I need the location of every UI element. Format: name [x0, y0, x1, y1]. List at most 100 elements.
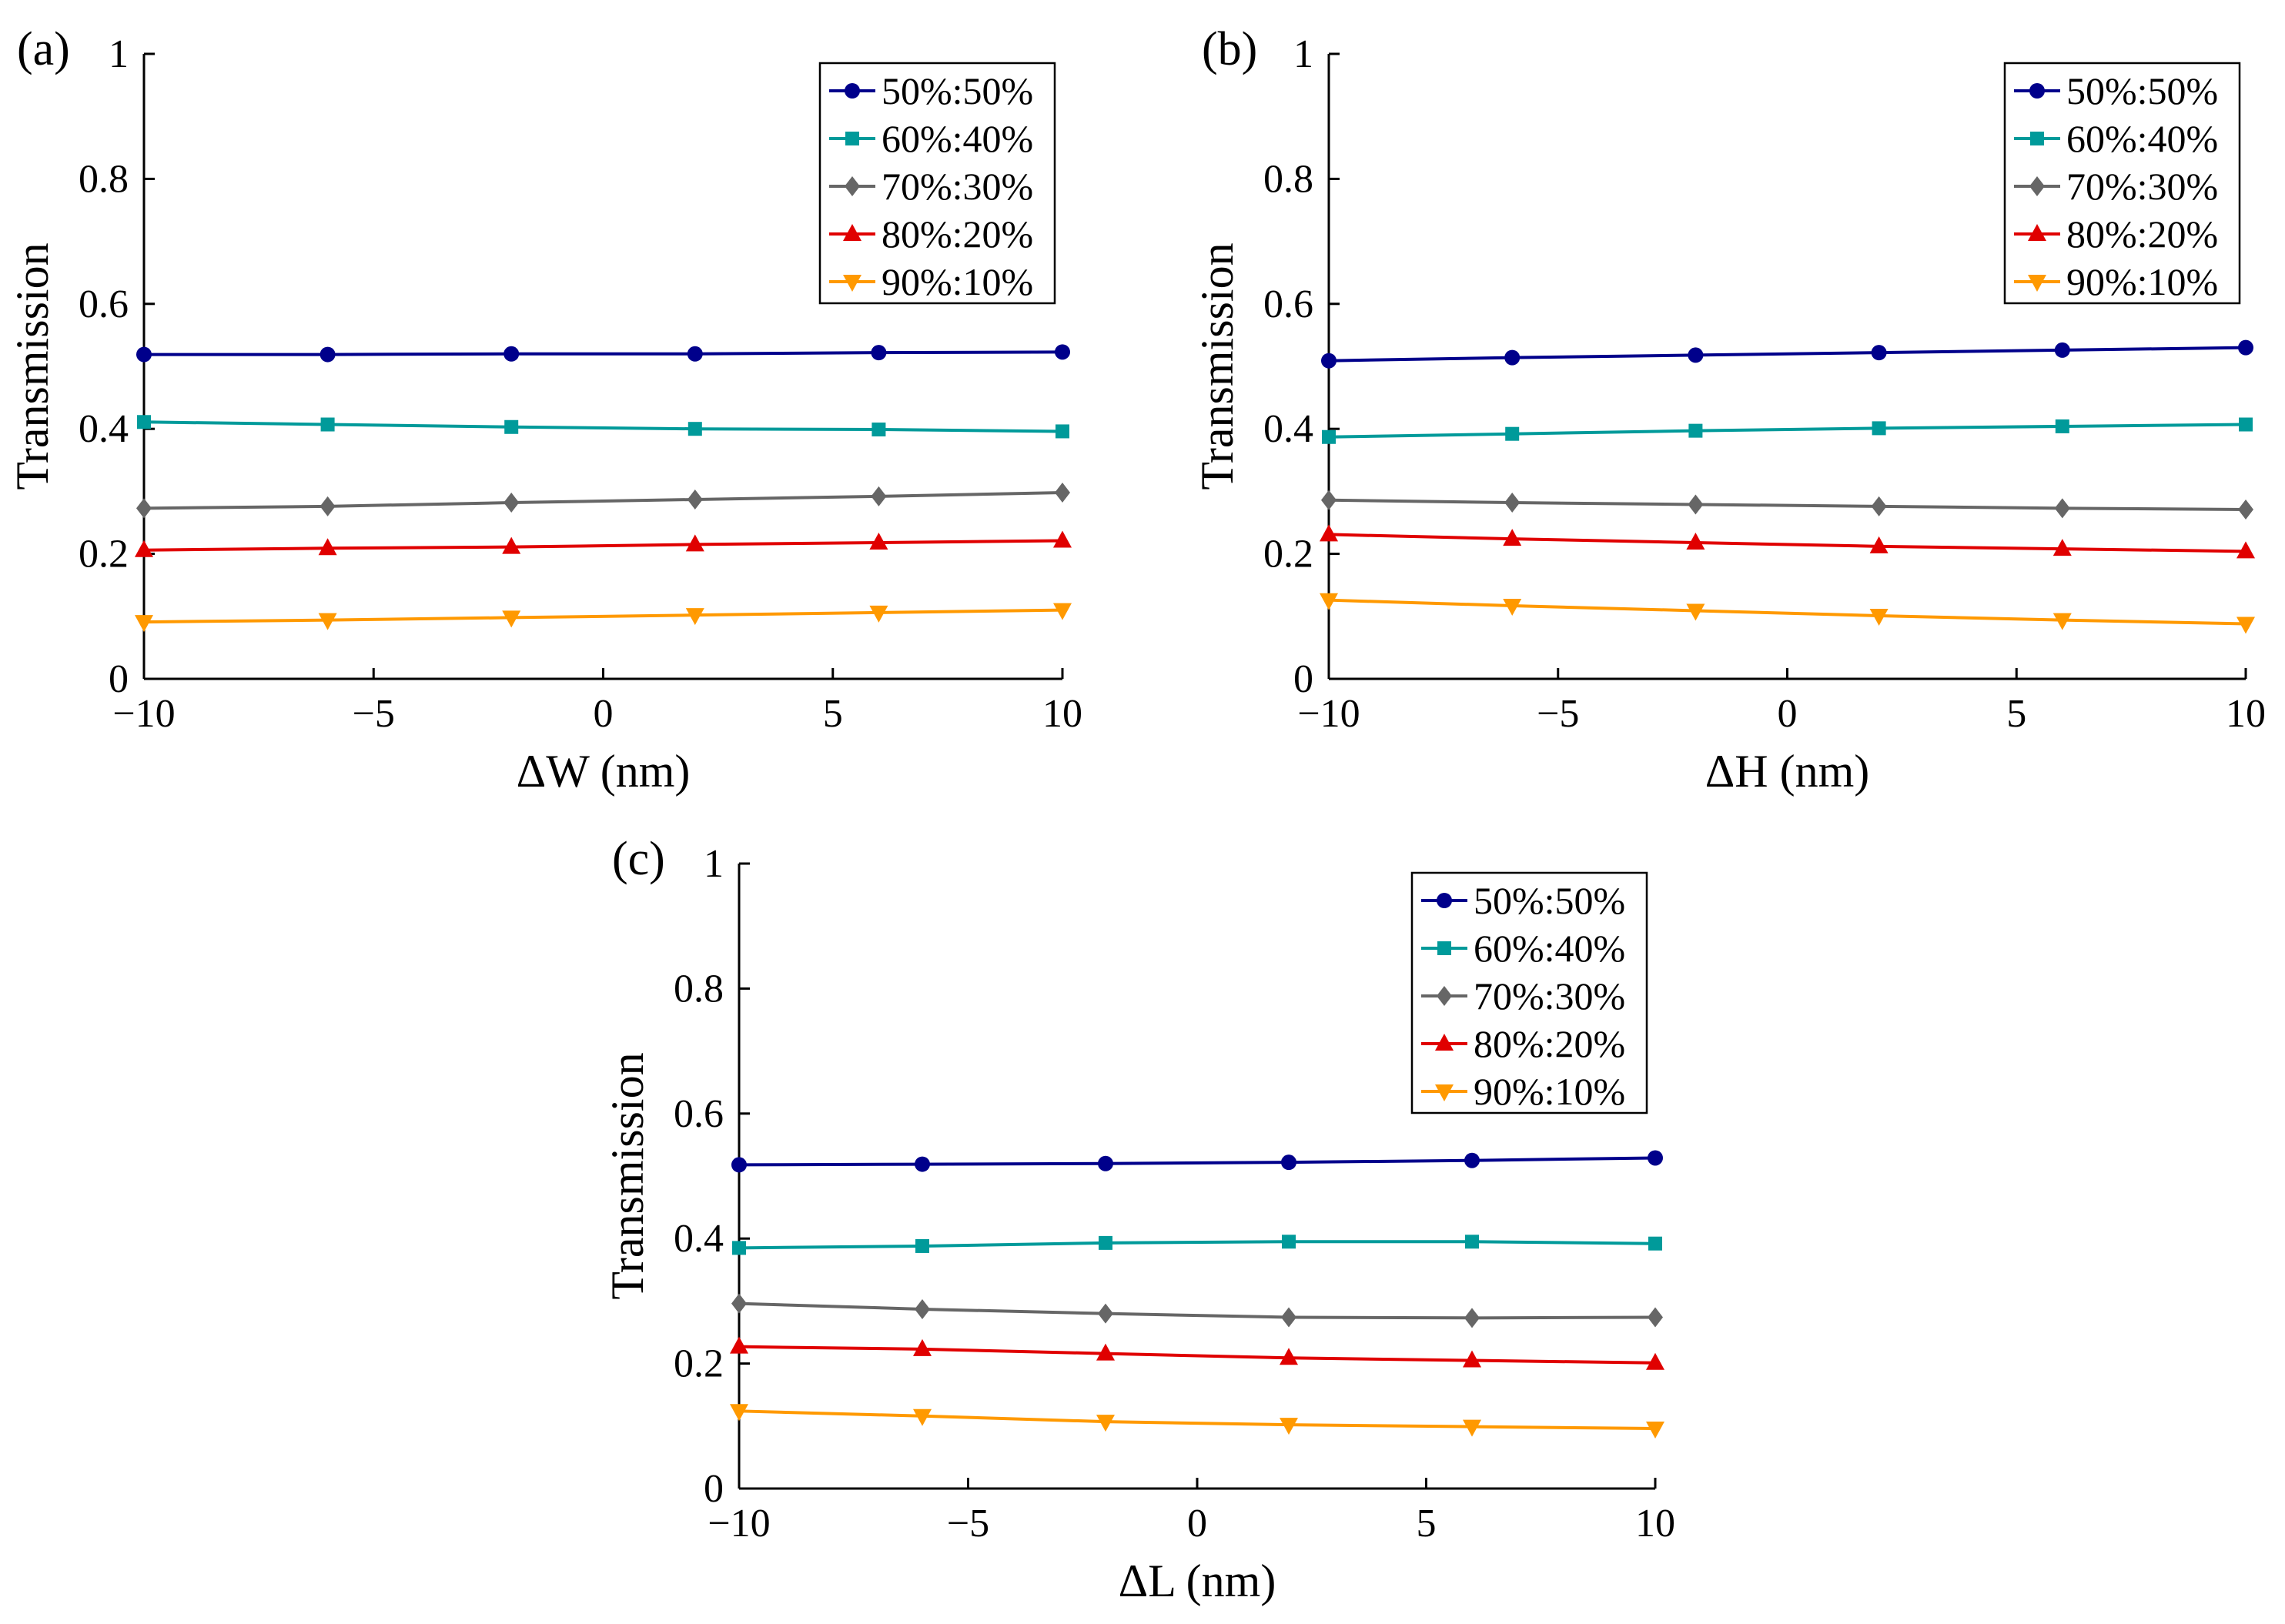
data-point	[2236, 617, 2255, 634]
data-point	[1098, 1303, 1113, 1324]
data-point	[730, 1336, 748, 1354]
data-point	[687, 489, 703, 510]
data-point	[2238, 499, 2253, 520]
panel-b: −10 −5 0 5 10 0 0.2 0.4 0.6 0.8 1 ΔH (nm) Transmissi…	[1192, 23, 2266, 797]
series-line-2	[738, 1240, 1656, 1250]
legend-swatch-marker	[1437, 986, 1452, 1006]
y-tick-label: 0.2	[674, 1342, 724, 1386]
series-line-3	[738, 1302, 1656, 1320]
series-line-5	[738, 1409, 1656, 1431]
panel-a: −10 −5 0 5 10 0 0.2 0.4 0.6 0.8 1 ΔW (nm) Transmissi…	[7, 23, 1082, 797]
legend-swatch-marker	[2028, 224, 2046, 241]
legend-swatch-marker	[1437, 941, 1451, 955]
data-point	[730, 1404, 748, 1422]
x-tick-label: 5	[823, 692, 843, 736]
panel-c: −10 −5 0 5 10 0 0.2 0.4 0.6 0.8 1 ΔL (nm) Transmissi…	[602, 833, 1675, 1606]
data-point	[869, 532, 888, 550]
y-tick-label: 0	[1293, 657, 1313, 701]
data-point	[1872, 421, 1886, 436]
data-point	[688, 422, 702, 436]
data-point	[1464, 1308, 1480, 1328]
legend-swatch-marker	[843, 224, 861, 241]
data-point	[502, 536, 521, 554]
series-line-4	[1328, 533, 2247, 553]
x-tick-label: 0	[1778, 692, 1798, 736]
data-point	[1463, 1350, 1481, 1368]
y-tick-label: 0.2	[79, 533, 129, 576]
data-point	[2052, 539, 2072, 556]
data-point	[2236, 541, 2255, 559]
data-point	[1869, 608, 1889, 626]
series-line-3	[143, 491, 1063, 510]
legend-swatch-marker	[843, 275, 861, 292]
data-point	[1281, 1155, 1296, 1171]
data-point	[135, 615, 153, 633]
legend-swatch-marker	[845, 83, 860, 99]
x-tick-label: 5	[1417, 1502, 1437, 1545]
data-point	[1648, 1150, 1663, 1166]
data-point	[318, 538, 337, 556]
data-point	[1280, 1418, 1298, 1435]
data-point	[504, 419, 519, 434]
data-point	[871, 345, 887, 361]
data-point	[320, 417, 335, 432]
x-tick-label: −5	[1537, 692, 1579, 736]
data-point	[1055, 344, 1070, 360]
legend-label: 50%:50%	[882, 69, 1033, 112]
data-point	[1463, 1419, 1481, 1437]
series-line-2	[1328, 423, 2247, 439]
x-tick-label: −10	[1297, 692, 1360, 736]
data-point	[913, 1408, 932, 1426]
series-line-2	[143, 420, 1063, 433]
x-axis-label: ΔH (nm)	[1705, 746, 1870, 797]
legend-swatch-marker	[1435, 1034, 1454, 1051]
data-point	[1648, 1307, 1663, 1328]
series-line-4	[143, 539, 1063, 552]
legend-box	[2003, 62, 2241, 305]
legend-label: 70%:30%	[882, 165, 1033, 208]
legend-label: 80%:20%	[1474, 1022, 1625, 1065]
legend-label: 90%:10%	[1474, 1070, 1625, 1113]
data-point	[1321, 490, 1337, 510]
x-tick-label: 0	[594, 692, 614, 736]
data-point	[2055, 419, 2069, 433]
legend-swatch-marker	[2029, 83, 2045, 99]
data-point	[685, 534, 704, 552]
y-tick-label: 0.4	[1263, 407, 1313, 451]
x-tick-label: 5	[2006, 692, 2026, 736]
y-tick-label: 0.6	[79, 282, 129, 326]
legend-swatch-marker	[845, 132, 859, 145]
y-tick-label: 0.8	[1263, 157, 1313, 201]
panel-label: (c)	[612, 833, 665, 885]
data-point	[1869, 536, 1889, 553]
data-point	[1055, 483, 1070, 503]
data-point	[731, 1157, 747, 1173]
data-point	[1648, 1236, 1662, 1251]
legend-label: 50%:50%	[2066, 69, 2218, 112]
data-point	[1686, 603, 1705, 621]
data-point	[1056, 424, 1069, 439]
data-point	[872, 423, 886, 437]
data-point	[685, 608, 704, 626]
legend-label: 90%:10%	[2066, 260, 2218, 303]
x-tick-label: 10	[1042, 692, 1082, 736]
x-tick-label: 0	[1187, 1502, 1207, 1545]
data-point	[2054, 498, 2070, 519]
series-line-4	[738, 1345, 1656, 1365]
data-point	[1646, 1422, 1664, 1439]
data-point	[1465, 1235, 1479, 1249]
legend-label: 50%:50%	[1474, 879, 1625, 922]
data-point	[504, 346, 520, 362]
data-point	[2238, 339, 2253, 356]
x-tick-label: −5	[353, 692, 395, 736]
data-point	[1320, 524, 1338, 542]
data-point	[1280, 1348, 1298, 1365]
data-point	[1281, 1307, 1296, 1328]
data-point	[1503, 529, 1522, 546]
legend-label: 70%:30%	[1474, 974, 1625, 1018]
data-point	[1096, 1415, 1115, 1432]
series-line-5	[143, 608, 1063, 624]
data-point	[1053, 530, 1072, 548]
y-tick-label: 0.2	[1263, 533, 1313, 576]
data-point	[1505, 426, 1520, 441]
